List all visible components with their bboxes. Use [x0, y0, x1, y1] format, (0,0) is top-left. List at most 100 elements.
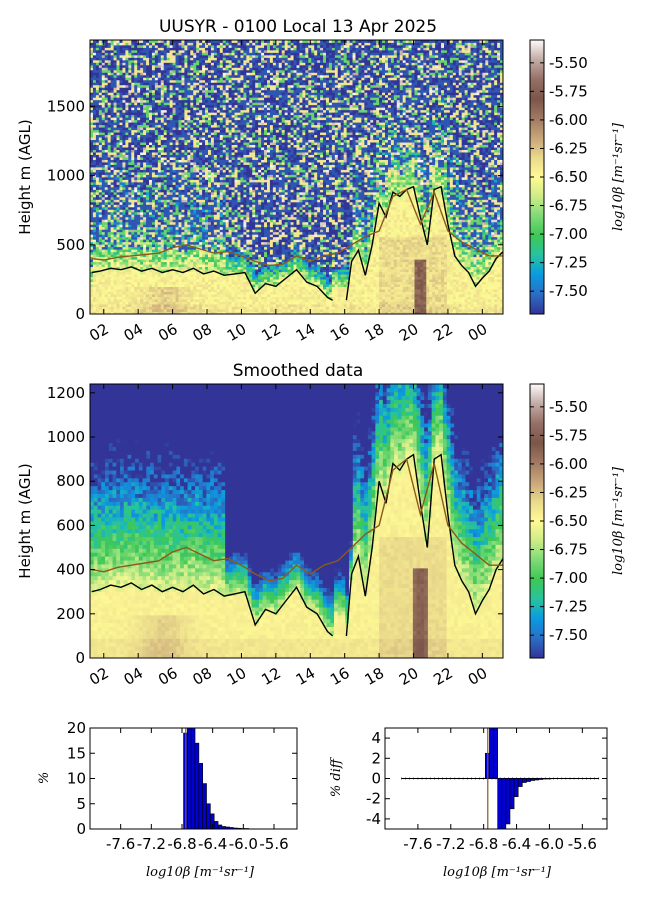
- heatmap-cell: [113, 172, 117, 175]
- heatmap-cell: [110, 286, 114, 290]
- heatmap-cell: [178, 89, 182, 93]
- heatmap-cell: [137, 216, 141, 220]
- heatmap-cell: [119, 226, 123, 230]
- heatmap-cell: [128, 201, 132, 205]
- heatmap-cell: [151, 40, 156, 43]
- heatmap-cell: [116, 172, 120, 175]
- heatmap-cell: [92, 259, 97, 263]
- heatmap-cell: [143, 216, 147, 220]
- heatmap-cell: [125, 112, 129, 116]
- heatmap-cell: [175, 87, 179, 91]
- heatmap-cell: [101, 137, 106, 141]
- heatmap-cell: [219, 117, 224, 121]
- heatmap-cell: [210, 224, 215, 228]
- heatmap-cell: [163, 109, 168, 113]
- heatmap-cell: [205, 214, 209, 218]
- heatmap-cell: [175, 276, 179, 280]
- heatmap-cell: [149, 271, 153, 275]
- heatmap-cell: [131, 142, 135, 146]
- heatmap-cell: [110, 162, 114, 165]
- heatmap-cell: [116, 286, 120, 290]
- heatmap-cell: [166, 284, 171, 287]
- heatmap-cell: [169, 74, 173, 78]
- heatmap-cell: [140, 261, 144, 265]
- heatmap-cell: [90, 284, 94, 287]
- heatmap-cell: [98, 159, 103, 163]
- heatmap-cell: [122, 62, 126, 66]
- heatmap-cell: [128, 291, 132, 295]
- heatmap-cell: [134, 144, 138, 148]
- heatmap-cell: [101, 49, 106, 53]
- heatmap-cell: [137, 74, 141, 78]
- heatmap-cell: [202, 204, 206, 208]
- heatmap-cell: [163, 44, 168, 48]
- heatmap-cell: [101, 79, 106, 83]
- heatmap-cell: [157, 276, 162, 280]
- heatmap-cell: [92, 201, 97, 205]
- heatmap-cell: [160, 122, 165, 126]
- heatmap-cell: [205, 254, 209, 258]
- heatmap-cell: [181, 219, 185, 223]
- heatmap-cell: [172, 196, 176, 200]
- heatmap-cell: [131, 107, 135, 111]
- heatmap-cell: [92, 244, 97, 248]
- heatmap-cell: [104, 77, 109, 81]
- heatmap-cell: [199, 44, 203, 48]
- heatmap-cell: [131, 127, 135, 131]
- heatmap-cell: [143, 107, 147, 111]
- heatmap-cell: [175, 289, 179, 292]
- heatmap-cell: [169, 107, 173, 111]
- heatmap-cell: [128, 174, 132, 178]
- heatmap-cell: [184, 72, 188, 76]
- heatmap-cell: [210, 152, 215, 155]
- heatmap-cell: [219, 107, 224, 111]
- heatmap-cell: [160, 64, 165, 68]
- heatmap-cell: [202, 231, 206, 235]
- heatmap-cell: [154, 72, 159, 76]
- heatmap-cell: [146, 271, 150, 275]
- heatmap-cell: [128, 74, 132, 78]
- heatmap-cell: [205, 44, 209, 48]
- heatmap-cell: [184, 114, 188, 118]
- heatmap-cell: [131, 189, 135, 193]
- heatmap-cell: [131, 72, 135, 76]
- heatmap-cell: [110, 47, 114, 51]
- heatmap-cell: [119, 219, 123, 223]
- heatmap-cell: [193, 129, 197, 133]
- heatmap-cell: [140, 147, 144, 150]
- heatmap-cell: [119, 294, 123, 297]
- heatmap-cell: [104, 249, 109, 253]
- heatmap-cell: [143, 157, 147, 160]
- heatmap-cell: [163, 134, 168, 138]
- heatmap-cell: [219, 139, 224, 143]
- heatmap-cell: [90, 57, 94, 61]
- heatmap-cell: [151, 49, 156, 53]
- heatmap-cell: [160, 289, 165, 292]
- heatmap-cell: [131, 157, 135, 160]
- heatmap-cell: [154, 279, 159, 283]
- heatmap-cell: [157, 97, 162, 101]
- heatmap-cell: [146, 284, 150, 287]
- heatmap-cell: [187, 64, 191, 68]
- heatmap-cell: [219, 291, 224, 295]
- heatmap-cell: [175, 261, 179, 265]
- heatmap-cell: [90, 109, 94, 113]
- heatmap-cell: [181, 147, 185, 150]
- heatmap-cell: [151, 104, 156, 108]
- heatmap-cell: [101, 57, 106, 61]
- heatmap-cell: [169, 221, 173, 225]
- heatmap-cell: [181, 231, 185, 235]
- heatmap-cell: [181, 286, 185, 290]
- heatmap-cell: [219, 132, 224, 136]
- heatmap-cell: [110, 289, 114, 292]
- heatmap-cell: [131, 122, 135, 126]
- heatmap-cell: [95, 271, 100, 275]
- heatmap-cell: [157, 231, 162, 235]
- heatmap-cell: [128, 104, 132, 108]
- heatmap-cell: [210, 127, 215, 131]
- heatmap-cell: [110, 87, 114, 91]
- heatmap-cell: [110, 44, 114, 48]
- heatmap-cell: [95, 104, 100, 108]
- heatmap-cell: [92, 109, 97, 113]
- heatmap-cell: [101, 179, 106, 183]
